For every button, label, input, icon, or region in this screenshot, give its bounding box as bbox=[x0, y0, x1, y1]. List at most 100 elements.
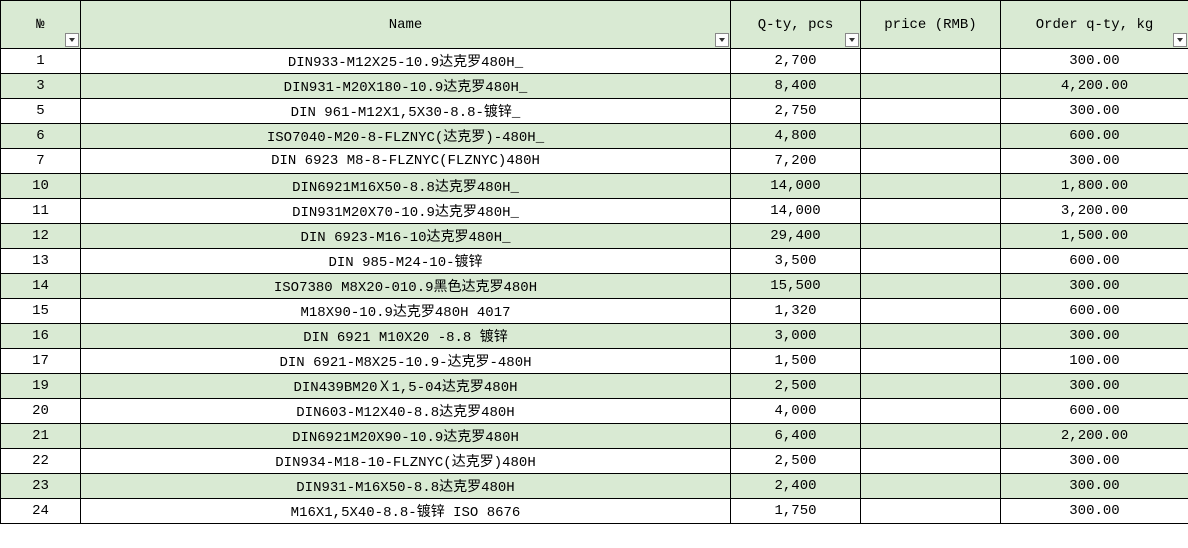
cell-name: DIN6921M16X50-8.8达克罗480H_ bbox=[81, 174, 731, 199]
cell-order: 300.00 bbox=[1001, 99, 1188, 124]
cell-price bbox=[861, 424, 1001, 449]
cell-order: 100.00 bbox=[1001, 349, 1188, 374]
cell-name: ISO7040-M20-8-FLZNYC(达克罗)-480H_ bbox=[81, 124, 731, 149]
cell-order: 600.00 bbox=[1001, 399, 1188, 424]
cell-order: 600.00 bbox=[1001, 249, 1188, 274]
cell-order: 300.00 bbox=[1001, 449, 1188, 474]
table-row: 21DIN6921M20X90-10.9达克罗480H6,4002,200.00 bbox=[1, 424, 1188, 449]
cell-num: 5 bbox=[1, 99, 81, 124]
header-label-qty: Q-ty, pcs bbox=[758, 17, 834, 33]
cell-qty: 3,000 bbox=[731, 324, 861, 349]
cell-order: 1,800.00 bbox=[1001, 174, 1188, 199]
header-order: Order q-ty, kg bbox=[1001, 1, 1188, 49]
cell-num: 17 bbox=[1, 349, 81, 374]
cell-order: 600.00 bbox=[1001, 124, 1188, 149]
cell-qty: 1,500 bbox=[731, 349, 861, 374]
cell-name: DIN 6923-M16-10达克罗480H_ bbox=[81, 224, 731, 249]
header-label-num: № bbox=[36, 17, 44, 33]
cell-name: DIN603-M12X40-8.8达克罗480H bbox=[81, 399, 731, 424]
header-num: № bbox=[1, 1, 81, 49]
table-header: № Name Q-ty, pcs price (RMB)Order q-ty, kg bbox=[1, 1, 1188, 49]
cell-qty: 4,000 bbox=[731, 399, 861, 424]
table-row: 6ISO7040-M20-8-FLZNYC(达克罗)-480H_4,800600… bbox=[1, 124, 1188, 149]
cell-price bbox=[861, 374, 1001, 399]
cell-qty: 2,400 bbox=[731, 474, 861, 499]
cell-order: 300.00 bbox=[1001, 49, 1188, 74]
cell-price bbox=[861, 99, 1001, 124]
cell-name: DIN933-M12X25-10.9达克罗480H_ bbox=[81, 49, 731, 74]
cell-num: 20 bbox=[1, 399, 81, 424]
cell-name: DIN 985-M24-10-镀锌 bbox=[81, 249, 731, 274]
cell-qty: 2,500 bbox=[731, 449, 861, 474]
cell-price bbox=[861, 499, 1001, 524]
cell-name: M16X1,5X40-8.8-镀锌 ISO 8676 bbox=[81, 499, 731, 524]
cell-num: 13 bbox=[1, 249, 81, 274]
cell-qty: 7,200 bbox=[731, 149, 861, 174]
cell-price bbox=[861, 299, 1001, 324]
table-row: 1DIN933-M12X25-10.9达克罗480H_2,700 300.00 bbox=[1, 49, 1188, 74]
cell-num: 1 bbox=[1, 49, 81, 74]
cell-order: 600.00 bbox=[1001, 299, 1188, 324]
table-body: 1DIN933-M12X25-10.9达克罗480H_2,700300.003D… bbox=[1, 49, 1188, 524]
cell-name: DIN6921M20X90-10.9达克罗480H bbox=[81, 424, 731, 449]
table-row: 7DIN 6923 M8-8-FLZNYC(FLZNYC)480H7,20030… bbox=[1, 149, 1188, 174]
cell-qty: 2,500 bbox=[731, 374, 861, 399]
cell-price bbox=[861, 49, 1001, 74]
cell-qty: 1,750 bbox=[731, 499, 861, 524]
table-row: 20DIN603-M12X40-8.8达克罗480H4,000 600.00 bbox=[1, 399, 1188, 424]
cell-qty: 3,500 bbox=[731, 249, 861, 274]
cell-num: 7 bbox=[1, 149, 81, 174]
cell-price bbox=[861, 124, 1001, 149]
cell-num: 23 bbox=[1, 474, 81, 499]
cell-name: DIN 961-M12X1,5X30-8.8-镀锌_ bbox=[81, 99, 731, 124]
cell-order: 2,200.00 bbox=[1001, 424, 1188, 449]
cell-num: 10 bbox=[1, 174, 81, 199]
cell-name: DIN934-M18-10-FLZNYC(达克罗)480H bbox=[81, 449, 731, 474]
chevron-down-icon bbox=[849, 38, 855, 42]
table-row: 12DIN 6923-M16-10达克罗480H_29,4001,500.00 bbox=[1, 224, 1188, 249]
cell-order: 4,200.00 bbox=[1001, 74, 1188, 99]
cell-price bbox=[861, 449, 1001, 474]
cell-order: 300.00 bbox=[1001, 324, 1188, 349]
cell-name: DIN931M20X70-10.9达克罗480H_ bbox=[81, 199, 731, 224]
cell-num: 19 bbox=[1, 374, 81, 399]
cell-num: 14 bbox=[1, 274, 81, 299]
header-name: Name bbox=[81, 1, 731, 49]
table-row: 5DIN 961-M12X1,5X30-8.8-镀锌_2,750 300.00 bbox=[1, 99, 1188, 124]
cell-qty: 2,700 bbox=[731, 49, 861, 74]
cell-price bbox=[861, 274, 1001, 299]
table-row: 10DIN6921M16X50-8.8达克罗480H_14,0001,800.0… bbox=[1, 174, 1188, 199]
table-row: 14ISO7380 M8X20-010.9黑色达克罗480H15,500300.… bbox=[1, 274, 1188, 299]
filter-dropdown-icon[interactable] bbox=[65, 33, 79, 47]
cell-price bbox=[861, 174, 1001, 199]
chevron-down-icon bbox=[69, 38, 75, 42]
cell-order: 300.00 bbox=[1001, 149, 1188, 174]
cell-num: 12 bbox=[1, 224, 81, 249]
cell-price bbox=[861, 149, 1001, 174]
cell-order: 300.00 bbox=[1001, 274, 1188, 299]
data-table: №NameQ-ty, pcsprice (RMB)Order q-ty, kg … bbox=[0, 0, 1188, 524]
cell-num: 16 bbox=[1, 324, 81, 349]
cell-num: 11 bbox=[1, 199, 81, 224]
cell-price bbox=[861, 349, 1001, 374]
cell-num: 22 bbox=[1, 449, 81, 474]
cell-order: 300.00 bbox=[1001, 474, 1188, 499]
cell-price bbox=[861, 399, 1001, 424]
header-price: price (RMB) bbox=[861, 1, 1001, 49]
filter-dropdown-icon[interactable] bbox=[715, 33, 729, 47]
chevron-down-icon bbox=[719, 38, 725, 42]
cell-name: DIN 6921-M8X25-10.9-达克罗-480H bbox=[81, 349, 731, 374]
cell-price bbox=[861, 249, 1001, 274]
table-row: 13DIN 985-M24-10-镀锌3,500 600.00 bbox=[1, 249, 1188, 274]
cell-price bbox=[861, 74, 1001, 99]
cell-qty: 2,750 bbox=[731, 99, 861, 124]
filter-dropdown-icon[interactable] bbox=[1173, 33, 1187, 47]
table-row: 11DIN931M20X70-10.9达克罗480H_14,0003,200.0… bbox=[1, 199, 1188, 224]
header-qty: Q-ty, pcs bbox=[731, 1, 861, 49]
table-row: 3DIN931-M20X180-10.9达克罗480H_8,4004,200.0… bbox=[1, 74, 1188, 99]
table-row: 15M18X90-10.9达克罗480H 40171,320600.00 bbox=[1, 299, 1188, 324]
cell-price bbox=[861, 224, 1001, 249]
filter-dropdown-icon[interactable] bbox=[845, 33, 859, 47]
cell-qty: 4,800 bbox=[731, 124, 861, 149]
cell-price bbox=[861, 474, 1001, 499]
